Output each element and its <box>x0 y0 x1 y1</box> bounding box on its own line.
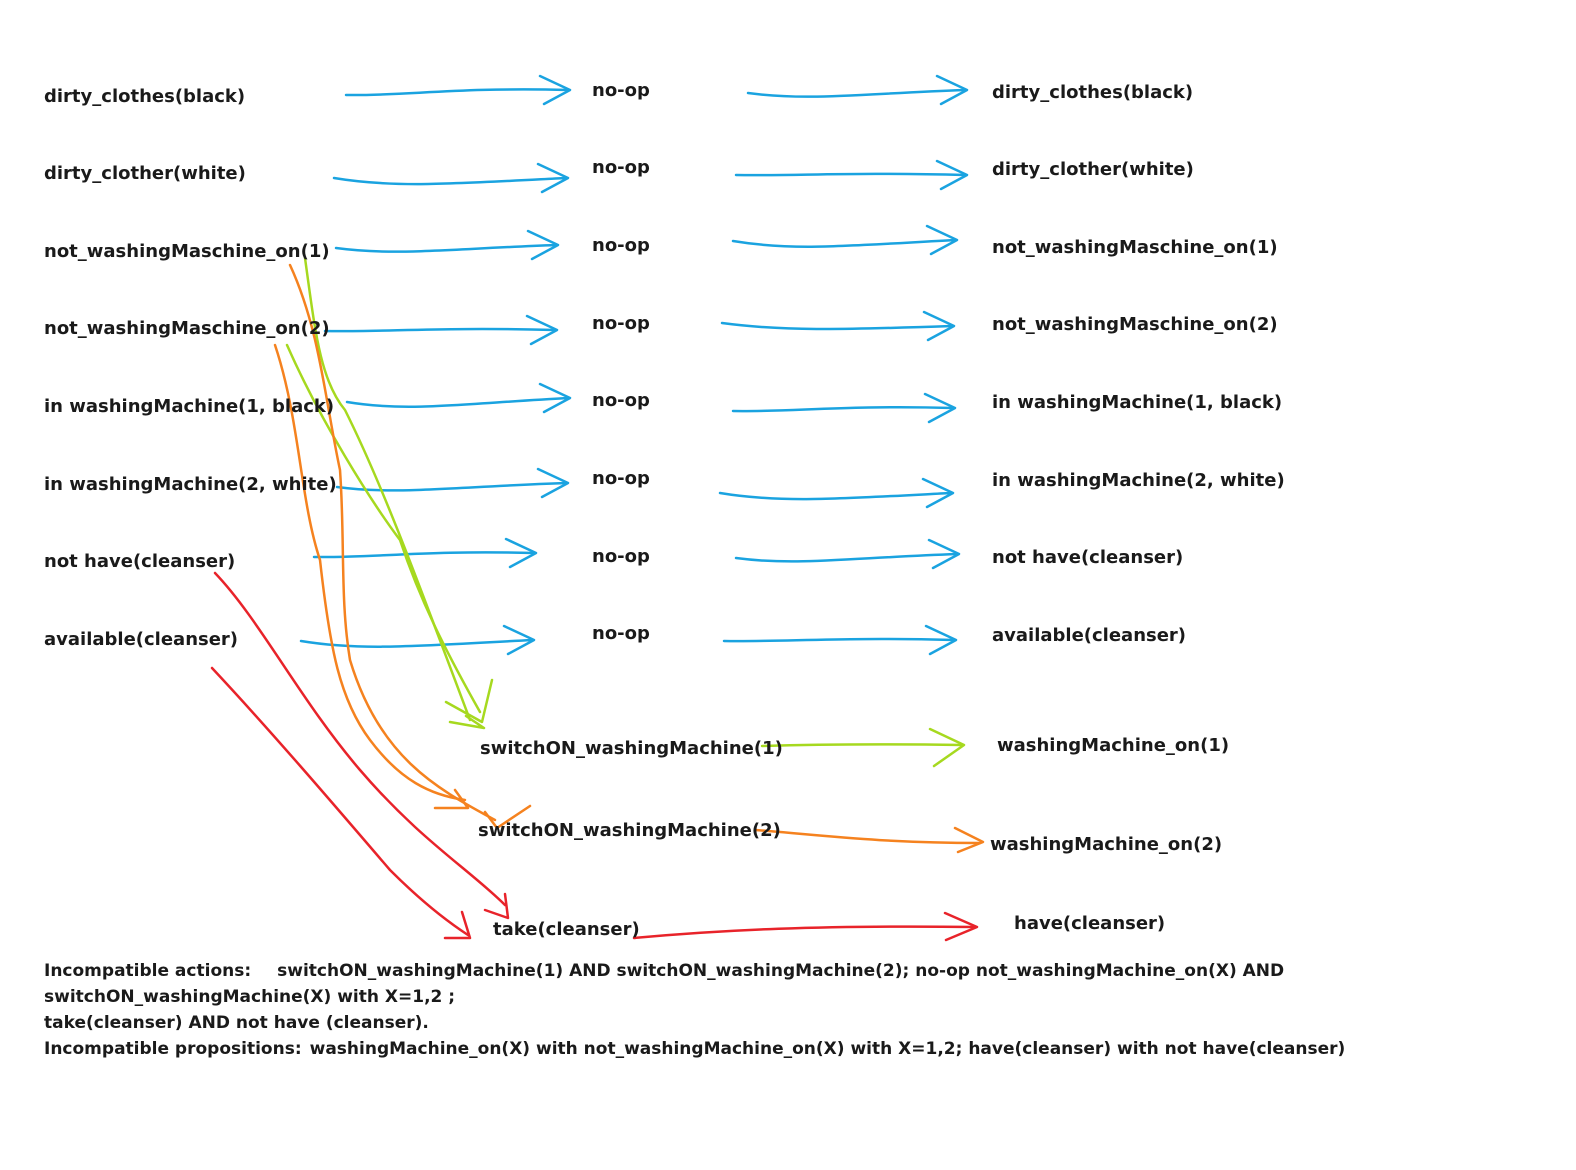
state-l0-available-cleanser: available(cleanser) <box>44 629 239 650</box>
noop-action-5: no-op <box>592 390 650 411</box>
arrowhead-switch-2-a <box>433 788 470 810</box>
incompatible-actions-line-1: Incompatible actions: switchON_washingMac… <box>44 958 1284 984</box>
arrow-not-have-to-take <box>213 571 507 907</box>
noop-action-1: no-op <box>592 80 650 101</box>
state-l1-not-on-1: not_washingMaschine_on(1) <box>992 237 1278 258</box>
state-l1-in-machine-1-black: in washingMachine(1, black) <box>992 392 1283 413</box>
noop-arrow-shaft <box>323 327 557 333</box>
noop-action-6: no-op <box>592 468 650 489</box>
action-switch-on-2: switchON_washingMachine(2) <box>478 820 781 841</box>
state-l0-not-on-1: not_washingMaschine_on(1) <box>44 241 330 262</box>
noop-arrow-shaft <box>720 321 954 331</box>
incompatible-propositions-text: washingMachine_on(X) with not_washingMac… <box>309 1039 1346 1059</box>
state-l1-machine-on-2: washingMachine_on(2) <box>990 834 1223 855</box>
switch-on-1-arrows <box>285 256 966 768</box>
arrowhead-switch-2-b <box>483 804 532 830</box>
arrow-available-to-take <box>210 666 470 937</box>
noop-arrow-shaft <box>312 551 536 559</box>
state-l1-not-on-2: not_washingMaschine_on(2) <box>992 314 1278 335</box>
action-switch-on-1: switchON_washingMachine(1) <box>480 738 783 759</box>
state-l0-not-have-cleanser: not have(cleanser) <box>44 551 236 572</box>
noop-arrowhead <box>922 310 956 342</box>
state-l1-machine-on-1: washingMachine_on(1) <box>997 735 1230 756</box>
incompatible-actions-text-1: switchON_washingMachine(1) AND switchON_… <box>277 961 1285 981</box>
noop-arrowhead <box>538 74 572 106</box>
arrow-not-on-2-to-switch-1 <box>285 343 482 714</box>
arrowhead-have <box>943 911 979 942</box>
arrow-switch-2-to-on-2 <box>753 828 982 845</box>
noop-arrowhead <box>923 392 957 424</box>
state-l0-not-on-2: not_washingMaschine_on(2) <box>44 318 330 339</box>
state-l1-dirty-clothes-black: dirty_clothes(black) <box>992 82 1194 103</box>
incompatible-propositions-line: Incompatible propositions: washingMachine… <box>44 1036 1345 1062</box>
arrowhead-take-b <box>443 910 472 940</box>
noop-arrow-shaft <box>344 88 570 97</box>
noop-arrowhead <box>526 229 560 261</box>
incompatible-propositions-title: Incompatible propositions: <box>44 1039 302 1059</box>
state-l0-in-machine-2-white: in washingMachine(2, white) <box>44 474 337 495</box>
noop-action-2: no-op <box>592 157 650 178</box>
noop-arrow-shaft <box>746 88 967 98</box>
state-l1-not-have-cleanser: not have(cleanser) <box>992 547 1184 568</box>
noop-action-3: no-op <box>592 235 650 256</box>
noop-arrowhead <box>525 314 559 346</box>
arrowhead-switch-1-b <box>448 714 486 730</box>
noop-arrow-shaft <box>734 552 959 563</box>
incompatible-actions-title: Incompatible actions: <box>44 961 252 981</box>
noop-action-7: no-op <box>592 546 650 567</box>
arrowhead-on-1 <box>928 727 966 768</box>
noop-arrow-shaft <box>335 481 568 492</box>
arrow-not-on-1-to-switch-2 <box>288 263 497 822</box>
incompatible-actions-line-3: take(cleanser) AND not have (cleanser). <box>44 1013 429 1033</box>
state-l0-dirty-clothes-black: dirty_clothes(black) <box>44 86 246 107</box>
switch-on-2-arrows <box>273 263 985 854</box>
noop-action-4: no-op <box>592 313 650 334</box>
state-l1-dirty-clother-white: dirty_clother(white) <box>992 159 1194 180</box>
arrowhead-on-2 <box>953 826 985 854</box>
noop-arrowhead <box>935 159 969 191</box>
noop-arrowhead <box>921 477 955 509</box>
noop-arrowhead <box>925 224 959 256</box>
arrowhead-take-a <box>483 892 510 920</box>
noop-arrow-shaft <box>334 243 558 253</box>
noop-arrowhead <box>504 537 538 569</box>
noop-arrowhead <box>536 467 570 499</box>
state-l1-in-machine-2-white: in washingMachine(2, white) <box>992 470 1285 491</box>
noop-arrowhead <box>935 74 969 106</box>
noop-arrow-shaft <box>731 406 955 413</box>
noop-arrow-shaft <box>299 638 534 648</box>
arrow-not-on-2-to-switch-2 <box>273 343 467 802</box>
arrow-take-to-have <box>632 925 977 940</box>
noop-arrowhead <box>927 538 961 570</box>
noop-arrow-shaft <box>718 491 953 501</box>
state-l0-in-machine-1-black: in washingMachine(1, black) <box>44 396 335 417</box>
noop-arrowhead <box>924 624 958 656</box>
noop-arrow-shaft <box>731 238 957 248</box>
noop-arrow-shaft <box>722 637 956 643</box>
noop-arrow-shaft <box>734 172 967 177</box>
noop-arrowhead <box>538 382 572 414</box>
noop-action-8: no-op <box>592 623 650 644</box>
noop-arrow-shaft <box>345 396 570 408</box>
state-l1-have-cleanser: have(cleanser) <box>1014 913 1166 934</box>
arrow-switch-1-to-on-1 <box>760 743 964 748</box>
noop-arrow-shaft <box>332 176 568 186</box>
noop-arrowhead <box>502 624 536 656</box>
state-l1-available-cleanser: available(cleanser) <box>992 625 1187 646</box>
action-take-cleanser: take(cleanser) <box>493 919 640 940</box>
arrowhead-switch-1-a <box>444 678 494 724</box>
take-cleanser-arrows <box>210 571 979 942</box>
incompatible-actions-line-2: switchON_washingMachine(X) with X=1,2 ; <box>44 987 456 1007</box>
state-l0-dirty-clother-white: dirty_clother(white) <box>44 163 246 184</box>
noop-arrowhead <box>536 162 570 194</box>
